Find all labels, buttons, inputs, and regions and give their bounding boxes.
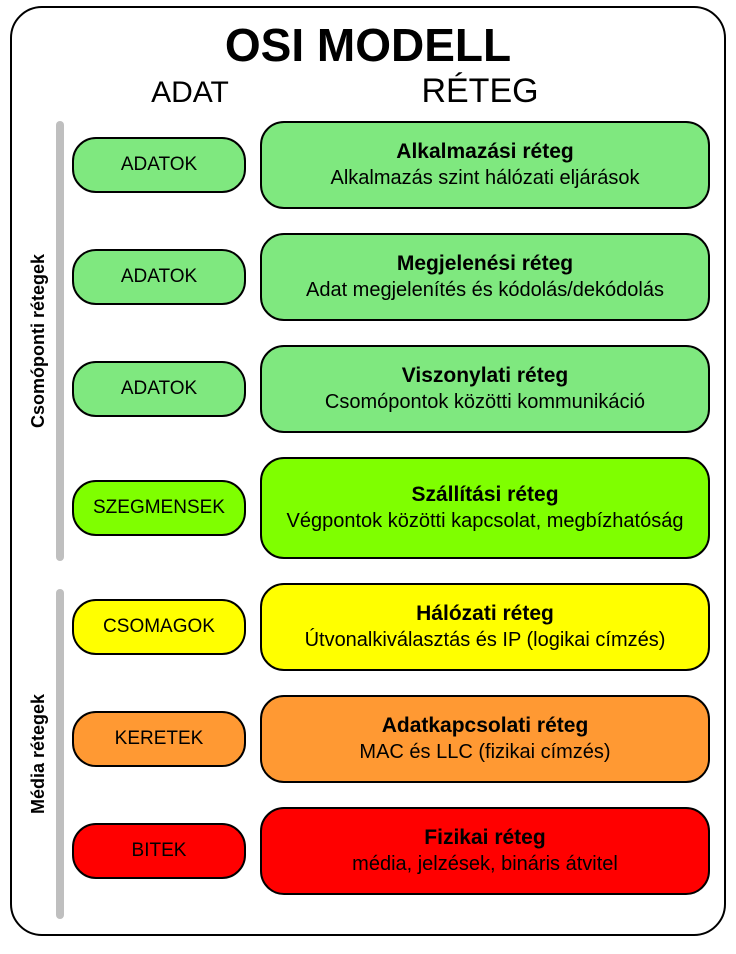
layer-description-pill: Viszonylati rétegCsomópontok közötti kom… — [260, 345, 710, 433]
layer-desc: Végpontok közötti kapcsolat, megbízhatós… — [287, 509, 684, 534]
layer-desc: Csomópontok közötti kommunikáció — [325, 390, 645, 415]
column-headers: ADAT RÉTEG — [26, 72, 710, 111]
layer-row: ADATOKAlkalmazási rétegAlkalmazás szint … — [72, 121, 710, 209]
layer-title: Viszonylati réteg — [402, 363, 569, 389]
side-labels-column: Csomóponti rétegekMédia rétegek — [26, 121, 72, 895]
layer-row: CSOMAGOKHálózati rétegÚtvonalkiválasztás… — [72, 583, 710, 671]
layer-desc: média, jelzések, bináris átvitel — [352, 852, 618, 877]
layer-desc: MAC és LLC (fizikai címzés) — [359, 740, 610, 765]
layer-title: Hálózati réteg — [416, 601, 554, 627]
layer-description-pill: Szállítási rétegVégpontok közötti kapcso… — [260, 457, 710, 559]
layer-title: Fizikai réteg — [424, 825, 545, 851]
diagram-frame: OSI MODELL ADAT RÉTEG Csomóponti rétegek… — [10, 6, 726, 936]
layer-description-pill: Megjelenési rétegAdat megjelenítés és kó… — [260, 233, 710, 321]
layer-description-pill: Hálózati rétegÚtvonalkiválasztás és IP (… — [260, 583, 710, 671]
layer-row: SZEGMENSEKSzállítási rétegVégpontok közö… — [72, 457, 710, 559]
side-group-bar — [56, 121, 64, 561]
diagram-title: OSI MODELL — [26, 18, 710, 72]
layer-row: ADATOKViszonylati rétegCsomópontok közöt… — [72, 345, 710, 433]
layer-desc: Alkalmazás szint hálózati eljárások — [330, 166, 639, 191]
layer-row: ADATOKMegjelenési rétegAdat megjelenítés… — [72, 233, 710, 321]
side-group-bar — [56, 589, 64, 919]
data-unit-pill: ADATOK — [72, 137, 246, 193]
side-group: Csomóponti rétegek — [26, 121, 72, 561]
data-unit-pill: ADATOK — [72, 361, 246, 417]
layer-description-pill: Alkalmazási rétegAlkalmazás szint hálóza… — [260, 121, 710, 209]
side-group-label: Csomóponti rétegek — [28, 121, 52, 561]
side-group: Média rétegek — [26, 589, 72, 919]
layer-title: Szállítási réteg — [411, 482, 558, 508]
layer-description-pill: Adatkapcsolati rétegMAC és LLC (fizikai … — [260, 695, 710, 783]
layer-title: Megjelenési réteg — [397, 251, 573, 277]
data-unit-pill: KERETEK — [72, 711, 246, 767]
rows-column: ADATOKAlkalmazási rétegAlkalmazás szint … — [72, 121, 710, 895]
data-unit-pill: ADATOK — [72, 249, 246, 305]
layers-area: Csomóponti rétegekMédia rétegek ADATOKAl… — [26, 121, 710, 895]
layer-desc: Adat megjelenítés és kódolás/dekódolás — [306, 278, 664, 303]
layer-row: BITEKFizikai rétegmédia, jelzések, binár… — [72, 807, 710, 895]
layer-description-pill: Fizikai rétegmédia, jelzések, bináris át… — [260, 807, 710, 895]
header-layer: RÉTEG — [250, 72, 710, 111]
layer-title: Alkalmazási réteg — [396, 139, 573, 165]
layer-row: KERETEKAdatkapcsolati rétegMAC és LLC (f… — [72, 695, 710, 783]
data-unit-pill: SZEGMENSEK — [72, 480, 246, 536]
data-unit-pill: BITEK — [72, 823, 246, 879]
layer-desc: Útvonalkiválasztás és IP (logikai címzés… — [305, 628, 666, 653]
layer-title: Adatkapcsolati réteg — [382, 713, 589, 739]
data-unit-pill: CSOMAGOK — [72, 599, 246, 655]
side-group-label: Média rétegek — [28, 589, 52, 919]
